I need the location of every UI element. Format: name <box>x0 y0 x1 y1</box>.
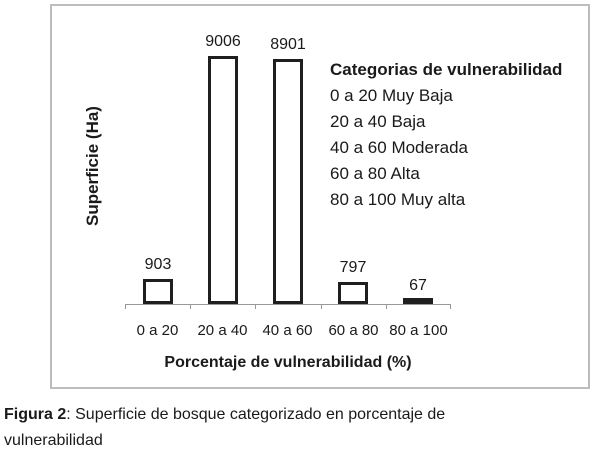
bar-20-a-40 <box>208 56 238 304</box>
x-tick-label: 80 a 100 <box>389 322 448 339</box>
legend-title: Categorias de vulnerabilidad <box>330 60 563 79</box>
legend-entry: 80 a 100 Muy alta <box>330 190 466 209</box>
legend-entry: 60 a 80 Alta <box>330 164 420 183</box>
legend-entry: 0 a 20 Muy Baja <box>330 86 453 105</box>
chart-frame: Superficie (Ha) 903 9006 8901 797 67 Porcent… <box>50 4 590 389</box>
figure-caption-label: Figura 2 <box>4 406 67 423</box>
x-tick-label: 40 a 60 <box>262 322 313 339</box>
bar-40-a-60 <box>273 59 303 304</box>
bar-0-a-20 <box>143 279 173 304</box>
x-tick-label: 0 a 20 <box>136 322 179 339</box>
axis-tick-mark <box>321 305 322 309</box>
x-axis-title: Porcentaje de vulnerabilidad (%) <box>164 354 412 371</box>
bar-60-a-80 <box>338 282 368 304</box>
plot-area: 903 9006 8901 797 67 <box>125 6 451 305</box>
bar-value-label: 903 <box>144 256 172 273</box>
axis-tick-mark <box>190 305 191 309</box>
bar-value-label: 8901 <box>270 36 306 53</box>
bar-value-label: 9006 <box>205 33 241 50</box>
legend-list: 0 a 20 Muy Baja 20 a 40 Baja 40 a 60 Moder… <box>330 83 585 213</box>
legend: Categorias de vulnerabilidad 0 a 20 Muy … <box>330 56 585 213</box>
legend-entry: 40 a 60 Moderada <box>330 138 468 157</box>
y-axis-label: Superficie (Ha) <box>83 106 102 226</box>
x-tick-label: 20 a 40 <box>197 322 248 339</box>
figure-caption: Figura 2: Superficie de bosque categoriz… <box>4 402 504 454</box>
bar-value-label: 67 <box>409 277 427 294</box>
axis-tick-mark <box>386 305 387 309</box>
bar-80-a-100 <box>403 298 433 304</box>
axis-tick-mark <box>125 305 126 309</box>
legend-entry: 20 a 40 Baja <box>330 112 426 131</box>
figure-caption-text: : Superficie de bosque categorizado en p… <box>4 406 446 449</box>
axis-tick-mark <box>450 305 451 309</box>
axis-tick-mark <box>255 305 256 309</box>
x-tick-label: 60 a 80 <box>328 322 379 339</box>
bar-value-label: 797 <box>339 259 367 276</box>
